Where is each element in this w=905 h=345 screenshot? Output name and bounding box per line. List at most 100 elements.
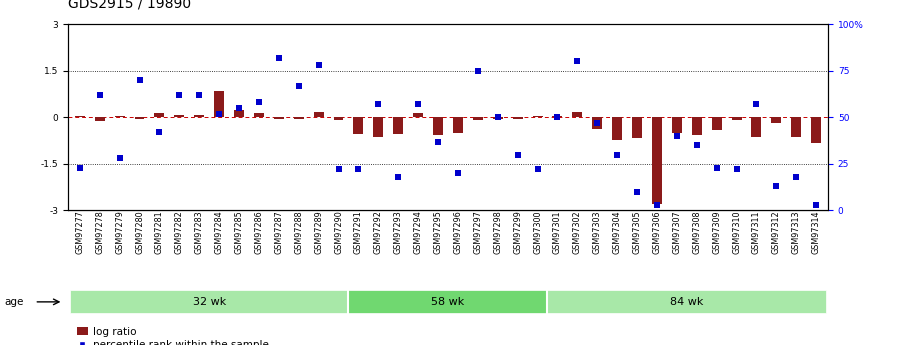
Bar bbox=[394, 117, 404, 134]
Bar bbox=[552, 116, 562, 117]
Bar bbox=[771, 117, 781, 123]
Point bbox=[391, 174, 405, 180]
Point bbox=[471, 68, 485, 73]
Point bbox=[252, 100, 266, 105]
Bar bbox=[214, 91, 224, 117]
Bar bbox=[348, 290, 548, 314]
Text: GSM97293: GSM97293 bbox=[394, 210, 403, 254]
Text: GSM97298: GSM97298 bbox=[493, 210, 502, 254]
Point bbox=[371, 101, 386, 107]
Bar bbox=[811, 117, 821, 143]
Point bbox=[530, 167, 545, 172]
Bar bbox=[334, 117, 344, 120]
Bar bbox=[791, 117, 801, 137]
Point bbox=[112, 156, 127, 161]
Point bbox=[809, 202, 824, 208]
Bar bbox=[414, 113, 424, 117]
Text: GSM97306: GSM97306 bbox=[653, 210, 662, 254]
Bar bbox=[452, 117, 462, 134]
Bar bbox=[374, 117, 384, 137]
Bar bbox=[512, 117, 522, 119]
Bar bbox=[195, 115, 205, 117]
Point bbox=[172, 92, 186, 98]
Text: GSM97289: GSM97289 bbox=[314, 210, 323, 254]
Bar bbox=[472, 117, 482, 120]
Text: GSM97283: GSM97283 bbox=[195, 210, 204, 254]
Text: GSM97309: GSM97309 bbox=[712, 210, 721, 254]
Text: GSM97311: GSM97311 bbox=[752, 210, 761, 254]
Point bbox=[132, 77, 147, 83]
Point bbox=[550, 115, 565, 120]
Point bbox=[272, 55, 286, 60]
Point bbox=[610, 152, 624, 157]
Bar bbox=[572, 112, 582, 117]
Bar bbox=[548, 290, 826, 314]
Text: GDS2915 / 19890: GDS2915 / 19890 bbox=[68, 0, 191, 10]
Bar bbox=[691, 117, 701, 135]
Bar bbox=[711, 117, 721, 130]
Bar bbox=[175, 115, 185, 117]
Text: GSM97279: GSM97279 bbox=[115, 210, 124, 254]
Text: GSM97308: GSM97308 bbox=[692, 210, 701, 254]
Bar bbox=[492, 117, 502, 119]
Text: GSM97300: GSM97300 bbox=[533, 210, 542, 254]
Point bbox=[431, 139, 445, 144]
Point bbox=[92, 92, 107, 98]
Point bbox=[291, 83, 306, 88]
Point bbox=[311, 62, 326, 68]
Bar bbox=[592, 117, 602, 129]
Point bbox=[411, 101, 425, 107]
Bar bbox=[234, 110, 244, 117]
Bar bbox=[274, 117, 284, 119]
Text: GSM97294: GSM97294 bbox=[414, 210, 423, 254]
Text: GSM97284: GSM97284 bbox=[214, 210, 224, 254]
Point bbox=[232, 105, 246, 111]
Text: GSM97296: GSM97296 bbox=[453, 210, 462, 254]
Text: GSM97277: GSM97277 bbox=[75, 210, 84, 254]
Bar bbox=[354, 117, 364, 134]
Text: GSM97288: GSM97288 bbox=[294, 210, 303, 254]
Bar bbox=[254, 113, 264, 117]
Point bbox=[491, 115, 505, 120]
Text: GSM97282: GSM97282 bbox=[175, 210, 184, 254]
Text: GSM97290: GSM97290 bbox=[334, 210, 343, 254]
Point bbox=[351, 167, 366, 172]
Legend: log ratio, percentile rank within the sample: log ratio, percentile rank within the sa… bbox=[73, 323, 273, 345]
Text: GSM97297: GSM97297 bbox=[473, 210, 482, 254]
Text: GSM97299: GSM97299 bbox=[513, 210, 522, 254]
Point bbox=[690, 142, 704, 148]
Text: GSM97313: GSM97313 bbox=[792, 210, 801, 254]
Text: 84 wk: 84 wk bbox=[670, 297, 703, 307]
Text: GSM97302: GSM97302 bbox=[573, 210, 582, 254]
Bar bbox=[731, 117, 741, 120]
Text: GSM97307: GSM97307 bbox=[672, 210, 681, 254]
Point bbox=[152, 129, 167, 135]
Point bbox=[212, 111, 226, 116]
Text: GSM97303: GSM97303 bbox=[593, 210, 602, 254]
Point bbox=[72, 165, 87, 170]
Point bbox=[710, 165, 724, 170]
Text: GSM97286: GSM97286 bbox=[254, 210, 263, 254]
Text: age: age bbox=[5, 297, 24, 307]
Bar bbox=[70, 290, 348, 314]
Bar bbox=[314, 112, 324, 117]
Bar bbox=[632, 117, 642, 138]
Point bbox=[590, 120, 605, 126]
Bar bbox=[612, 117, 622, 140]
Text: GSM97285: GSM97285 bbox=[234, 210, 243, 254]
Text: 32 wk: 32 wk bbox=[193, 297, 225, 307]
Text: GSM97287: GSM97287 bbox=[274, 210, 283, 254]
Point bbox=[451, 170, 465, 176]
Point bbox=[570, 59, 585, 64]
Text: GSM97291: GSM97291 bbox=[354, 210, 363, 254]
Text: GSM97314: GSM97314 bbox=[812, 210, 821, 254]
Bar bbox=[115, 116, 125, 117]
Text: GSM97310: GSM97310 bbox=[732, 210, 741, 254]
Text: GSM97301: GSM97301 bbox=[553, 210, 562, 254]
Point bbox=[650, 202, 664, 208]
Bar bbox=[433, 117, 443, 135]
Bar bbox=[95, 117, 105, 121]
Point bbox=[769, 184, 784, 189]
Bar bbox=[75, 116, 85, 117]
Text: GSM97280: GSM97280 bbox=[135, 210, 144, 254]
